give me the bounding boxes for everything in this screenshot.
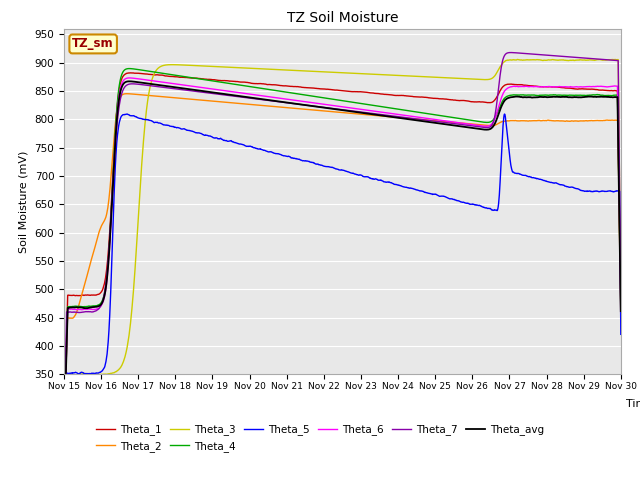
Theta_2 <box>60 443 68 448</box>
Theta_7 <box>617 297 625 302</box>
Theta_4 <box>60 437 68 443</box>
Theta_avg <box>378 113 385 119</box>
Theta_2 <box>103 209 111 215</box>
Theta_2 <box>126 91 134 97</box>
Theta_3 <box>308 68 316 74</box>
Theta_4 <box>617 307 625 313</box>
Theta_3 <box>318 69 326 74</box>
Theta_2 <box>617 319 625 324</box>
Theta_1 <box>617 305 625 311</box>
Line: Theta_6: Theta_6 <box>64 78 621 441</box>
Theta_7 <box>507 49 515 55</box>
Theta_1 <box>128 70 136 76</box>
Theta_6 <box>126 75 134 81</box>
Theta_5 <box>378 177 385 183</box>
Theta_2 <box>123 91 131 96</box>
Theta_4 <box>297 92 305 97</box>
Theta_6 <box>318 101 326 107</box>
Line: Theta_4: Theta_4 <box>64 69 621 440</box>
Theta_1 <box>378 91 385 97</box>
Theta_2 <box>378 113 385 119</box>
Theta_7 <box>377 112 385 118</box>
Theta_6 <box>103 276 111 282</box>
Text: Time: Time <box>627 398 640 408</box>
Line: Theta_5: Theta_5 <box>64 114 621 473</box>
Theta_avg <box>125 78 133 84</box>
Theta_avg <box>60 437 68 443</box>
Theta_3 <box>296 68 304 73</box>
Theta_avg <box>103 275 111 280</box>
Theta_5 <box>297 157 305 163</box>
Theta_4 <box>318 95 326 100</box>
Theta_5 <box>60 470 68 476</box>
Theta_1 <box>103 263 111 268</box>
Theta_avg <box>318 105 326 110</box>
Theta_avg <box>617 308 625 314</box>
Theta_1 <box>60 431 68 436</box>
Theta_5 <box>103 351 111 357</box>
Theta_avg <box>297 102 305 108</box>
Theta_7 <box>126 81 134 87</box>
Theta_avg <box>126 78 134 84</box>
Theta_4 <box>126 66 134 72</box>
Theta_1 <box>126 70 134 76</box>
Theta_avg <box>308 103 316 109</box>
Theta_5 <box>617 332 625 337</box>
Y-axis label: Soil Moisture (mV): Soil Moisture (mV) <box>19 150 29 253</box>
Theta_3 <box>514 57 522 62</box>
Theta_2 <box>318 108 326 114</box>
Theta_2 <box>297 106 305 112</box>
Theta_2 <box>308 107 316 113</box>
Theta_3 <box>60 464 68 470</box>
Theta_7 <box>103 270 111 276</box>
Title: TZ Soil Moisture: TZ Soil Moisture <box>287 11 398 25</box>
Theta_5 <box>126 113 134 119</box>
Line: Theta_3: Theta_3 <box>64 60 621 467</box>
Line: Theta_avg: Theta_avg <box>64 81 621 440</box>
Theta_5 <box>123 111 131 117</box>
Theta_7 <box>308 103 316 109</box>
Theta_6 <box>60 438 68 444</box>
Theta_7 <box>60 431 68 437</box>
Theta_3 <box>377 72 385 78</box>
Legend: Theta_1, Theta_2, Theta_3, Theta_4, Theta_5, Theta_6, Theta_7, Theta_avg: Theta_1, Theta_2, Theta_3, Theta_4, Thet… <box>96 424 544 452</box>
Theta_6 <box>297 98 305 104</box>
Theta_4 <box>308 93 316 99</box>
Theta_3 <box>617 296 625 302</box>
Theta_6 <box>378 109 385 115</box>
Theta_6 <box>617 302 625 308</box>
Theta_6 <box>308 100 316 106</box>
Theta_5 <box>318 163 326 168</box>
Theta_4 <box>125 66 133 72</box>
Theta_1 <box>297 84 305 90</box>
Line: Theta_2: Theta_2 <box>64 94 621 445</box>
Theta_3 <box>126 327 134 333</box>
Theta_3 <box>103 372 111 377</box>
Theta_4 <box>103 272 111 277</box>
Line: Theta_7: Theta_7 <box>64 52 621 434</box>
Theta_7 <box>318 104 326 110</box>
Theta_5 <box>308 160 316 166</box>
Theta_1 <box>308 85 316 91</box>
Text: TZ_sm: TZ_sm <box>72 37 114 50</box>
Line: Theta_1: Theta_1 <box>64 73 621 433</box>
Theta_4 <box>378 104 385 109</box>
Theta_7 <box>296 102 304 108</box>
Theta_1 <box>318 86 326 92</box>
Theta_6 <box>125 75 133 81</box>
